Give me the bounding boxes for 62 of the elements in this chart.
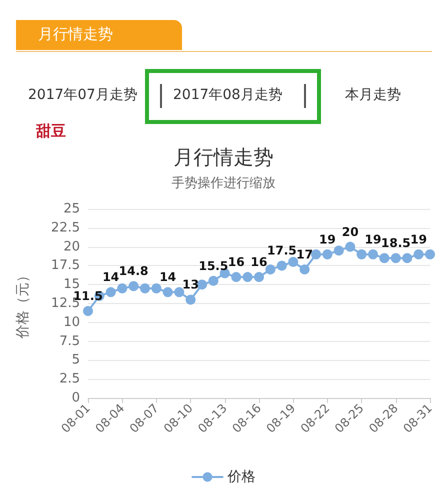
legend-label: 价格 — [226, 469, 256, 485]
point — [288, 256, 298, 267]
point — [322, 249, 332, 260]
point — [345, 242, 356, 252]
text: 甜豆 — [36, 122, 66, 141]
y-tick-label: 2.5 — [59, 372, 80, 387]
point — [128, 281, 139, 292]
y-tick-label: 25 — [63, 202, 80, 216]
data-label: 16 — [228, 255, 245, 270]
data-label: 19 — [410, 232, 427, 246]
data-label: 16 — [250, 255, 268, 270]
data-label: 14 — [102, 270, 120, 284]
point — [254, 272, 264, 282]
data-label: 14.8 — [118, 264, 148, 278]
point — [356, 249, 367, 260]
text: 月行情走势 — [38, 25, 113, 44]
point — [425, 249, 435, 260]
point — [276, 260, 287, 271]
point — [334, 246, 344, 256]
point — [231, 272, 242, 282]
y-tick-label: 22.5 — [51, 220, 80, 236]
point — [162, 287, 173, 298]
point — [174, 287, 184, 298]
point — [242, 272, 253, 282]
point — [402, 253, 412, 264]
data-label: 19 — [319, 232, 336, 246]
point — [265, 264, 276, 274]
data-label: 17 — [296, 247, 313, 262]
point — [414, 249, 424, 260]
y-tick-label: 15 — [63, 277, 80, 292]
text: 2017年08月走势 — [173, 86, 282, 104]
point — [83, 306, 93, 316]
point — [140, 283, 150, 294]
y-tick-label: 0 — [72, 390, 80, 406]
point — [186, 294, 196, 305]
y-tick-label: 17.5 — [51, 258, 80, 274]
point — [106, 287, 116, 298]
data-label: 14 — [159, 270, 176, 284]
point — [208, 276, 218, 286]
text: 2017年07月走势 — [28, 86, 138, 104]
point — [311, 249, 321, 260]
chart-title: 月行情走势 — [174, 145, 274, 169]
y-tick-label: 20 — [63, 239, 80, 254]
point — [368, 249, 378, 260]
data-label: 18.5 — [380, 236, 411, 250]
data-label: 19 — [364, 232, 382, 246]
y-tick-label: 5 — [72, 352, 80, 368]
data-label: 13 — [182, 278, 199, 292]
point — [197, 280, 207, 290]
point — [379, 253, 390, 264]
y-tick-label: 10 — [63, 314, 80, 330]
point — [300, 264, 310, 274]
point — [390, 253, 401, 264]
y-axis-title: 价格（元） — [15, 268, 31, 340]
y-tick-label: 7.5 — [59, 334, 80, 349]
data-label: 20 — [342, 224, 359, 239]
text: 本月走势 — [345, 86, 401, 104]
point — [117, 283, 128, 294]
data-label: 15.5 — [198, 258, 228, 273]
point — [151, 283, 162, 294]
data-label: 17.5 — [266, 244, 297, 258]
chart-subtitle: 手势操作进行缩放 — [172, 176, 276, 191]
